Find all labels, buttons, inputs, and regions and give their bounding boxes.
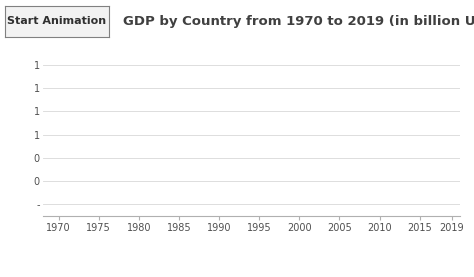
- Text: GDP by Country from 1970 to 2019 (in billion U.S. dollars): GDP by Country from 1970 to 2019 (in bil…: [123, 15, 474, 28]
- Text: Start Animation: Start Animation: [7, 16, 107, 27]
